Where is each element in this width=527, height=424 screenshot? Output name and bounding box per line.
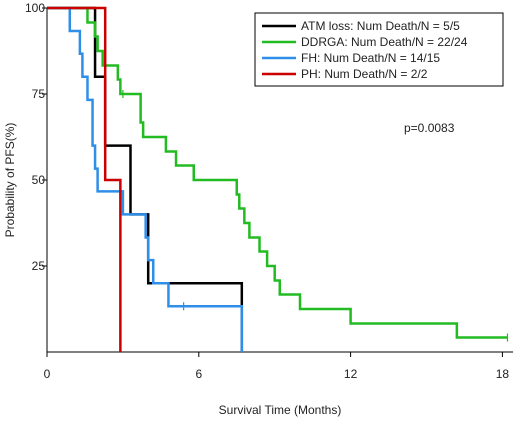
- curve-series-4: [47, 6, 122, 352]
- legend-label: FH: Num Death/N = 14/15: [301, 51, 440, 65]
- legend-label: DDRGA: Num Death/N = 22/24: [301, 35, 468, 49]
- y-tick-label: 25: [32, 259, 46, 273]
- x-tick-label: 12: [344, 367, 358, 381]
- curve-series-2: [47, 6, 508, 339]
- legend-box: [254, 12, 504, 87]
- p-value-annotation: p=0.0083: [404, 121, 455, 135]
- censor-marks: [122, 90, 509, 342]
- x-tick-label: 6: [195, 367, 202, 381]
- x-axis-label: Survival Time (Months): [219, 403, 342, 417]
- curve-series-1: [47, 6, 244, 352]
- legend: ATM loss: Num Death/N = 5/5 DDRGA: Num De…: [254, 12, 504, 87]
- y-tick-label: 75: [32, 87, 46, 101]
- x-tick-label: 0: [44, 367, 51, 381]
- survival-curves: [47, 6, 508, 352]
- legend-label: PH: Num Death/N = 2/2: [301, 67, 428, 81]
- tick-group: 25 50 75 100 0 6 12 18: [25, 1, 509, 381]
- x-tick-label: 18: [496, 367, 510, 381]
- curve-series-3: [47, 6, 244, 352]
- y-tick-label: 100: [25, 1, 45, 15]
- y-tick-label: 50: [32, 173, 46, 187]
- y-axis-label: Probability of PFS(%): [3, 123, 17, 238]
- legend-label: ATM loss: Num Death/N = 5/5: [301, 19, 460, 33]
